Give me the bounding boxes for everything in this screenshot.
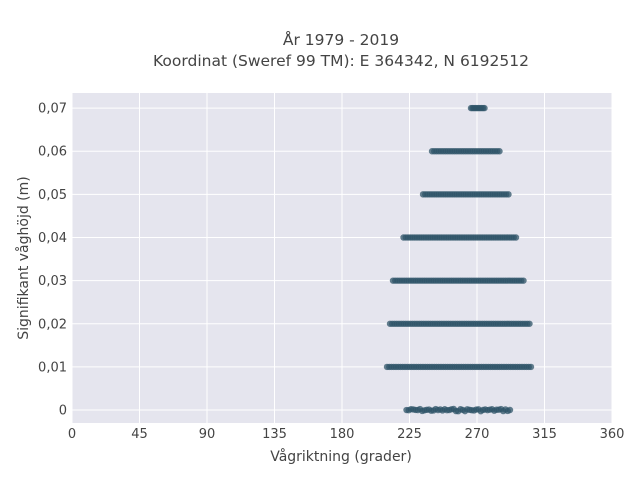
data-point	[506, 406, 514, 414]
x-tick-label: 135	[262, 427, 287, 442]
x-tick-label: 180	[330, 427, 355, 442]
data-points	[383, 104, 535, 415]
y-tick-label: 0,06	[38, 145, 67, 160]
x-tick-label: 0	[68, 427, 76, 442]
y-tick-label: 0,01	[38, 360, 67, 375]
y-tick-label: 0,05	[38, 188, 67, 203]
y-tick-label: 0,02	[38, 317, 67, 332]
data-point	[481, 104, 488, 112]
x-axis-ticks: 0 45 90 135 180 225 270 315 360	[68, 427, 625, 442]
x-axis-label: Vågriktning (grader)	[270, 448, 412, 465]
y-tick-label: 0,03	[38, 274, 67, 289]
y-axis-label: Signifikant våghöjd (m)	[15, 176, 32, 339]
chart-title-line1: År 1979 - 2019	[283, 30, 399, 49]
x-tick-label: 45	[131, 427, 148, 442]
y-axis-ticks: 0 0,01 0,02 0,03 0,04 0,05 0,06 0,07	[38, 102, 67, 419]
y-tick-label: 0,04	[38, 231, 67, 246]
x-tick-label: 270	[465, 427, 490, 442]
x-tick-label: 360	[600, 427, 625, 442]
x-tick-label: 225	[397, 427, 422, 442]
x-tick-label: 315	[532, 427, 557, 442]
data-point	[496, 148, 503, 155]
y-tick-label: 0,07	[38, 102, 67, 117]
data-point	[505, 191, 512, 198]
data-point	[512, 234, 520, 241]
chart-title-line2: Koordinat (Sweref 99 TM): E 364342, N 61…	[153, 52, 529, 70]
data-point	[526, 320, 533, 327]
x-tick-label: 90	[199, 427, 216, 442]
data-point	[527, 363, 535, 371]
y-tick-label: 0	[59, 404, 67, 419]
data-point	[520, 277, 527, 284]
